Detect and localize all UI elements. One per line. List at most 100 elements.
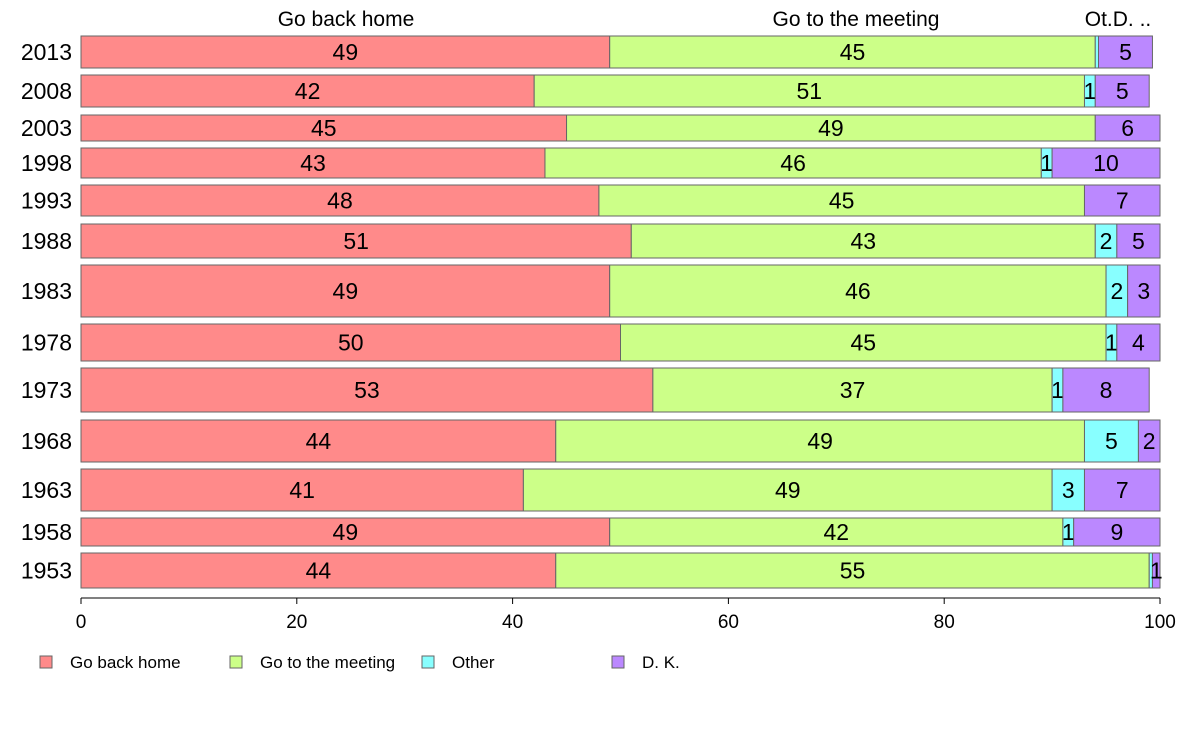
data-label-1993-1: 45: [829, 188, 855, 214]
data-label-2008-1: 51: [797, 78, 823, 104]
bar-segment-1953-3: [1151, 552, 1161, 589]
legend-label-1: Go to the meeting: [260, 653, 395, 672]
x-tick-label-20: 20: [286, 612, 307, 633]
bar-segment-2008-3: [1094, 74, 1150, 108]
bar-segment-2003-3: [1094, 114, 1161, 142]
bar-segment-1963-3: [1083, 468, 1161, 512]
bar-segment-1963-0: [80, 468, 524, 512]
data-label-1968-2: 5: [1105, 428, 1118, 454]
bar-segment-1978-1: [620, 323, 1107, 362]
bar-segment-1978-3: [1116, 323, 1161, 362]
data-label-1993-0: 48: [327, 188, 353, 214]
data-label-1983-1: 46: [845, 278, 871, 304]
year-label-2008: 2008: [21, 78, 72, 104]
data-label-1988-3: 5: [1132, 228, 1145, 254]
legend-swatch-3: [611, 655, 625, 669]
bar-segment-1973-1: [652, 367, 1053, 413]
data-label-1988-1: 43: [850, 228, 876, 254]
data-label-1978-1: 45: [850, 330, 876, 356]
data-label-1958-2: 1: [1062, 519, 1075, 545]
data-label-2008-2: 1: [1083, 78, 1096, 104]
year-label-1978: 1978: [21, 330, 72, 356]
bar-segment-1998-3: [1051, 147, 1161, 179]
data-label-1988-2: 2: [1100, 228, 1113, 254]
year-label-1963: 1963: [21, 477, 72, 503]
data-label-1958-3: 9: [1110, 519, 1123, 545]
column-header-0: Go back home: [278, 8, 415, 31]
year-label-1998: 1998: [21, 150, 72, 176]
data-label-1998-0: 43: [300, 150, 326, 176]
bar-segment-2013-3: [1097, 35, 1153, 69]
bar-segment-1968-3: [1137, 419, 1161, 463]
bar-segment-1973-0: [80, 367, 654, 413]
data-label-2003-3: 6: [1121, 115, 1134, 141]
bar-segment-1993-3: [1083, 184, 1161, 217]
bar-segment-2003-1: [566, 114, 1096, 142]
year-label-2013: 2013: [21, 39, 72, 65]
data-label-1973-0: 53: [354, 377, 380, 403]
bar-segment-2003-0: [80, 114, 568, 142]
data-label-1998-3: 10: [1093, 150, 1119, 176]
data-label-1973-1: 37: [840, 377, 866, 403]
year-label-1958: 1958: [21, 519, 72, 545]
year-label-1988: 1988: [21, 228, 72, 254]
data-label-2003-1: 49: [818, 115, 844, 141]
bar-segment-2013-0: [80, 35, 611, 69]
data-label-2008-3: 5: [1116, 78, 1129, 104]
column-header-2: Ot.D. ..: [1085, 8, 1152, 31]
x-tick-label-60: 60: [718, 612, 739, 633]
data-label-1963-3: 7: [1116, 477, 1129, 503]
data-label-1993-3: 7: [1116, 188, 1129, 214]
bar-segment-2013-1: [609, 35, 1096, 69]
bar-segment-1973-3: [1062, 367, 1150, 413]
data-label-1968-1: 49: [807, 428, 833, 454]
data-label-1953-1: 55: [840, 558, 866, 584]
x-tick-label-40: 40: [502, 612, 523, 633]
legend-label-0: Go back home: [70, 653, 181, 672]
bar-segment-1963-2: [1051, 468, 1085, 512]
legend-swatch-0: [39, 655, 53, 669]
legend-swatch-2: [421, 655, 435, 669]
bar-segment-1953-1: [555, 552, 1150, 589]
bar-segment-1958-1: [609, 517, 1064, 547]
data-label-1963-2: 3: [1062, 477, 1075, 503]
year-label-1993: 1993: [21, 188, 72, 214]
x-tick-label-100: 100: [1144, 612, 1176, 633]
data-label-1988-0: 51: [343, 228, 369, 254]
data-label-1983-3: 3: [1137, 278, 1150, 304]
bar-segment-1968-1: [555, 419, 1085, 463]
year-label-2003: 2003: [21, 115, 72, 141]
bar-segment-1998-1: [544, 147, 1042, 179]
data-label-1963-0: 41: [289, 477, 315, 503]
bar-segment-1968-0: [80, 419, 557, 463]
x-tick-label-0: 0: [76, 612, 87, 633]
data-label-1998-1: 46: [780, 150, 806, 176]
legend-label-2: Other: [452, 653, 495, 672]
bar-segment-1983-1: [609, 264, 1107, 318]
bar-segment-1988-0: [80, 223, 632, 259]
bar-segment-1978-0: [80, 323, 621, 362]
bar-segment-1993-0: [80, 184, 600, 217]
column-header-1: Go to the meeting: [773, 8, 940, 31]
data-label-2013-0: 49: [333, 39, 359, 65]
data-label-1973-2: 1: [1051, 377, 1064, 403]
year-label-1983: 1983: [21, 278, 72, 304]
bar-segment-1958-0: [80, 517, 611, 547]
data-label-1983-0: 49: [333, 278, 359, 304]
data-label-1978-0: 50: [338, 330, 364, 356]
year-label-1968: 1968: [21, 428, 72, 454]
data-label-1953-3: 1: [1150, 558, 1163, 584]
data-label-1978-2: 1: [1105, 330, 1118, 356]
data-label-1973-3: 8: [1100, 377, 1113, 403]
data-label-1998-2: 1: [1040, 150, 1053, 176]
x-tick-label-80: 80: [934, 612, 955, 633]
data-label-2013-3: 5: [1119, 39, 1132, 65]
year-label-1953: 1953: [21, 558, 72, 584]
data-label-1953-0: 44: [306, 558, 332, 584]
data-label-1983-2: 2: [1110, 278, 1123, 304]
bar-segment-1983-3: [1127, 264, 1161, 318]
bar-segment-2008-1: [533, 74, 1085, 108]
data-label-1958-1: 42: [824, 519, 850, 545]
